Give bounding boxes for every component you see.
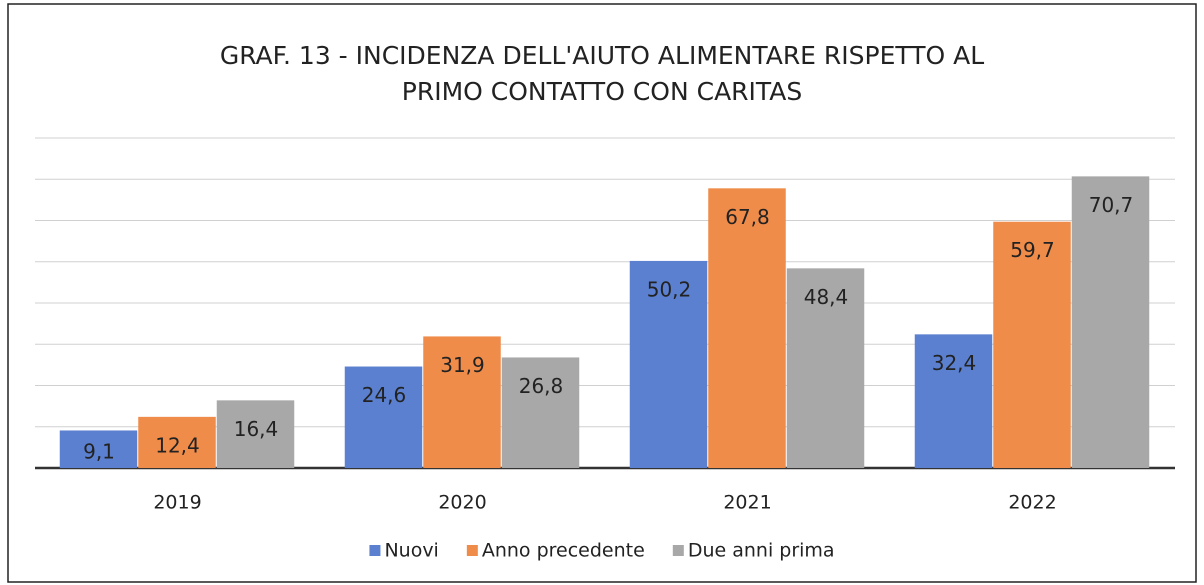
data-label: 9,1 — [83, 439, 115, 463]
data-label: 26,8 — [519, 374, 564, 398]
legend-label: Due anni prima — [688, 540, 835, 562]
bar — [138, 416, 216, 468]
legend-item: Nuovi — [369, 540, 439, 562]
bar — [708, 188, 786, 468]
bar — [216, 400, 295, 468]
data-label: 67,8 — [725, 205, 770, 229]
legend-label: Anno precedente — [482, 540, 645, 562]
data-label: 32,4 — [932, 351, 977, 375]
legend-item: Anno precedente — [466, 540, 645, 562]
bar — [786, 268, 865, 468]
bar — [59, 430, 138, 468]
legend-label: Nuovi — [384, 540, 438, 562]
x-tick-label: 2021 — [723, 492, 771, 514]
data-label: 48,4 — [804, 285, 849, 309]
x-tick-label: 2020 — [438, 492, 486, 514]
data-label: 50,2 — [647, 277, 692, 301]
data-label: 59,7 — [1010, 238, 1055, 262]
bar — [501, 357, 580, 468]
data-label: 70,7 — [1089, 193, 1134, 217]
bar — [914, 334, 993, 468]
legend-swatch — [369, 545, 381, 556]
chart-title: GRAF. 13 - INCIDENZA DELL'AIUTO ALIMENTA… — [220, 41, 984, 70]
data-label: 16,4 — [234, 417, 279, 441]
data-label: 24,6 — [362, 383, 407, 407]
bar — [1071, 176, 1150, 469]
data-label: 31,9 — [440, 353, 485, 377]
bar — [629, 260, 708, 468]
x-tick-label: 2019 — [153, 492, 201, 514]
legend-swatch — [672, 545, 684, 556]
chart-title: PRIMO CONTATTO CON CARITAS — [402, 77, 802, 106]
legend-item: Due anni prima — [672, 540, 835, 562]
bar — [344, 366, 423, 468]
bar — [993, 221, 1071, 468]
x-tick-label: 2022 — [1008, 492, 1056, 514]
legend-swatch — [466, 545, 478, 556]
bar — [423, 336, 501, 468]
data-label: 12,4 — [155, 433, 200, 457]
